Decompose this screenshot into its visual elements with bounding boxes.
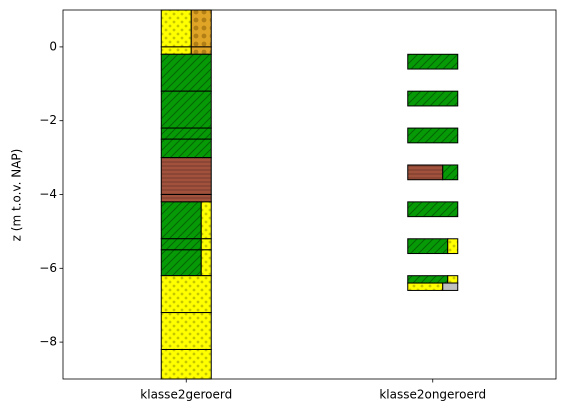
layer-part [160, 157, 212, 196]
x-tick-label: klasse2geroerd [140, 388, 232, 402]
y-tick-label: −2 [39, 113, 57, 127]
y-tick-label: −6 [39, 261, 57, 275]
layer-part [407, 238, 449, 255]
y-tick-label: −4 [39, 187, 57, 201]
y-tick-label: 0 [49, 39, 57, 53]
layer-part [407, 275, 449, 284]
layer-part [160, 138, 212, 159]
layer-part [200, 238, 212, 251]
layer-part [160, 53, 212, 92]
layer-part [160, 312, 212, 350]
layer-part [160, 238, 202, 251]
marks [160, 9, 459, 380]
layer-part [160, 201, 202, 240]
layer-part [442, 282, 459, 291]
y-axis-label: z (m t.o.v. NAP) [10, 149, 24, 242]
layer-part [160, 90, 212, 129]
layer-part [407, 90, 459, 107]
layer-part [160, 275, 212, 314]
layer-part [447, 238, 459, 255]
layer-part [447, 275, 459, 284]
y-tick-label: −8 [39, 335, 57, 349]
plot-area [63, 10, 556, 379]
x-tick-label: klasse2ongeroerd [379, 388, 486, 402]
layer-part [160, 9, 192, 48]
layer-part [407, 53, 459, 70]
layer-part [160, 348, 212, 380]
layer-part [407, 164, 444, 181]
layer-part [160, 194, 212, 203]
layer-part [190, 9, 212, 48]
layer-part [442, 164, 459, 181]
layer-part [160, 46, 192, 55]
layer-part [200, 201, 212, 240]
layer-part [160, 249, 202, 277]
layer-part [407, 282, 444, 291]
layer-part [407, 127, 459, 144]
layer-part [160, 127, 212, 140]
layer-part [200, 249, 212, 277]
layer-part [407, 201, 459, 218]
layer-part [190, 46, 212, 55]
